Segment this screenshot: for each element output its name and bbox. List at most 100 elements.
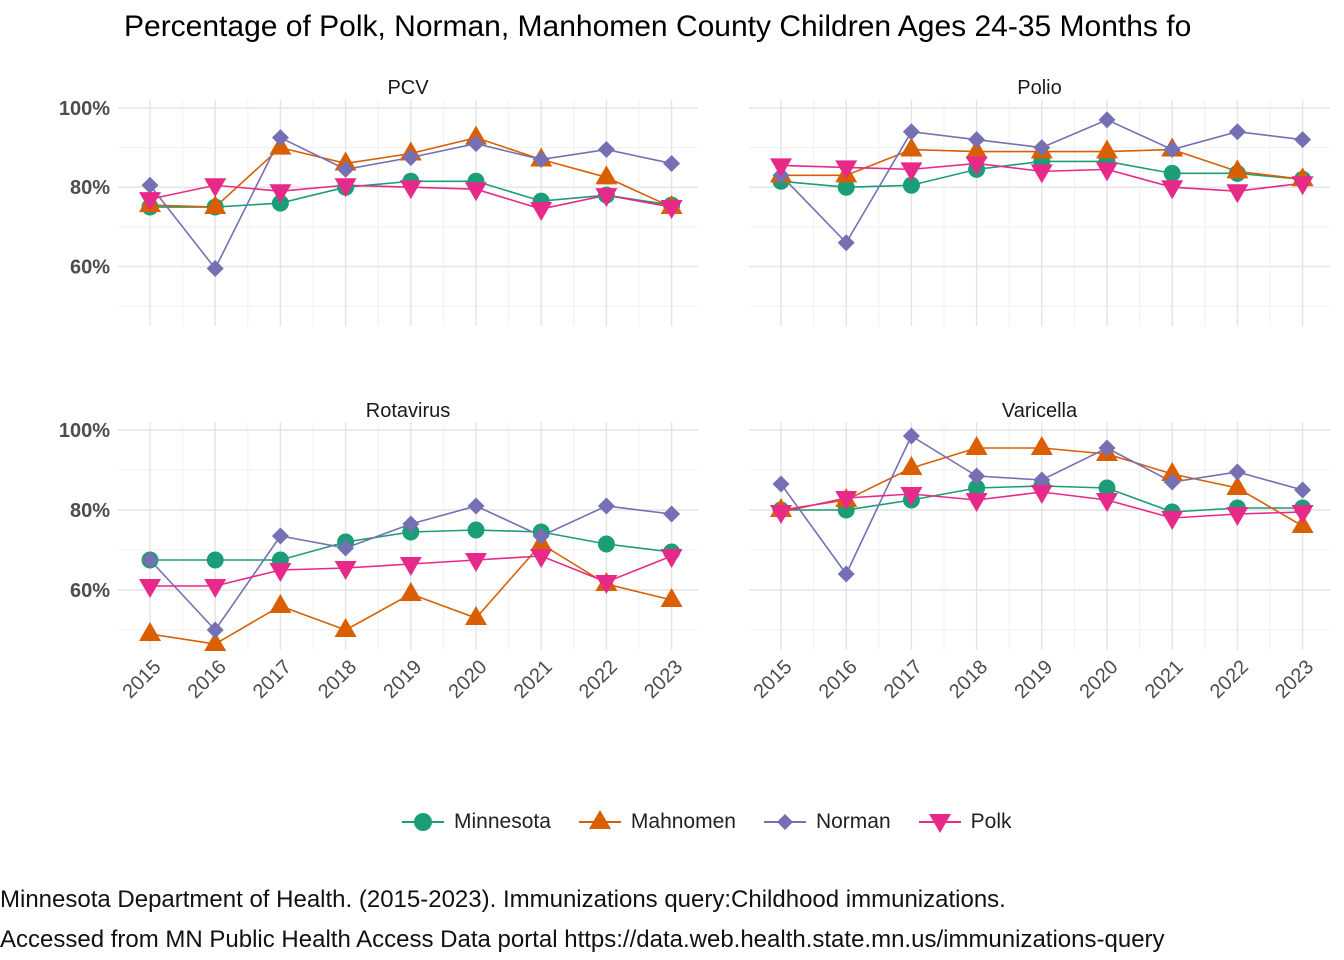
panel-pcv: PCV 60% 80% 100% [59,77,698,326]
data-point-norman [1294,131,1312,149]
data-point-mahnomen [1226,476,1249,495]
data-point-minnesota [597,535,615,553]
panel-polio: Polio [749,77,1330,326]
data-point-minnesota [1163,164,1181,182]
data-point-minnesota [206,551,224,569]
data-point-polk [1291,176,1314,196]
data-point-norman [1033,139,1051,157]
data-point-polk [269,563,292,582]
data-point-norman [1098,111,1116,129]
x-tick-label: 2021 [510,656,557,703]
data-point-norman [532,527,550,545]
data-point-mahnomen [1030,436,1053,455]
x-tick-label: 2022 [575,656,622,703]
x-tick-label: 2020 [1076,656,1123,703]
data-point-polk [965,156,988,176]
data-point-polk [1096,162,1118,182]
data-point-norman [663,505,681,523]
x-tick-label: 2019 [379,656,426,703]
data-point-polk [595,575,618,594]
data-point-minnesota [902,176,920,194]
legend-label-minnesota: Minnesota [454,810,551,833]
data-point-minnesota [1098,479,1116,497]
data-point-mahnomen [204,632,227,651]
facet-title-varicella: Varicella [1002,400,1078,422]
data-point-norman [968,131,986,149]
data-point-norman [1163,141,1181,159]
x-tick-label: 2023 [1271,656,1318,703]
legend: Minnesota Mahnomen Norman Polk [400,804,1038,840]
data-point-polk [334,178,357,198]
data-point-polk [1226,507,1249,526]
facet-title-pcv: PCV [387,77,429,99]
data-point-mahnomen [595,165,618,185]
y-tick-label: 100% [59,420,110,442]
data-point-mahnomen [334,618,357,637]
data-point-polk [465,553,487,572]
plot-area: PCV 60% 80% 100% Polio Rotavirus 60% 80% 100% 201… [59,77,1330,703]
data-point-polk [1291,505,1314,524]
facet-title-rotavirus: Rotavirus [366,400,450,422]
legend-label-mahnomen: Mahnomen [630,810,736,833]
data-point-polk [900,162,923,182]
data-point-polk [139,192,161,212]
data-point-polk [835,491,858,510]
data-point-polk [660,200,683,220]
y-tick-label: 60% [70,580,110,602]
x-tick-label: 2018 [314,656,361,703]
data-point-norman [597,497,615,515]
data-point-norman [206,621,224,639]
data-point-norman [902,123,920,141]
data-point-polk [835,160,858,180]
data-point-polk [1096,493,1118,512]
x-tick-label: 2017 [249,656,296,703]
data-point-polk [399,180,422,200]
data-point-mahnomen [204,195,227,215]
data-point-polk [204,579,227,598]
x-tick-label: 2016 [815,656,862,703]
data-point-norman [1163,473,1181,491]
data-point-polk [465,182,487,202]
data-point-mahnomen [660,588,683,607]
x-tick-label: 2023 [640,656,687,703]
data-point-norman [968,467,986,485]
legend-key-polk [918,814,961,833]
data-point-polk [1161,180,1184,200]
data-point-polk [770,505,792,524]
data-point-norman [772,475,790,493]
data-point-polk [399,557,422,576]
data-point-norman [467,497,485,515]
x-tick-label: 2015 [119,656,166,703]
legend-key-norman [763,814,806,830]
facet-title-polio: Polio [1017,77,1061,99]
data-point-polk [770,158,792,178]
y-tick-label: 80% [70,500,110,522]
data-point-minnesota [467,521,485,539]
legend-key-mahnomen [578,810,621,829]
legend-label-polk: Polk [970,810,1012,833]
data-point-norman [837,565,855,583]
data-point-norman [1098,439,1116,457]
data-point-norman [337,539,355,557]
data-point-polk [595,188,618,208]
panel-rotavirus: Rotavirus 60% 80% 100% 2015 2016 2017 2018 2019 2… [59,400,698,703]
data-point-mahnomen [900,137,923,157]
data-point-polk [530,202,553,222]
data-point-norman [271,527,289,545]
legend-key-minnesota [402,813,444,831]
data-point-polk [1030,485,1053,504]
x-tick-label: 2021 [1141,656,1188,703]
data-point-polk [204,178,227,198]
data-point-minnesota [837,178,855,196]
panel-varicella: Varicella 2015 2016 2017 2018 2019 2020 2021 202… [749,400,1330,703]
data-point-mahnomen [399,582,422,601]
data-point-polk [660,549,683,568]
y-tick-label: 60% [70,257,110,279]
legend-label-norman: Norman [815,810,891,833]
source-caption: Minnesota Department of Health. (2015-20… [0,880,1165,960]
data-point-polk [1226,184,1249,204]
legend-item-minnesota: Minnesota [400,807,551,837]
data-point-mahnomen [465,606,487,625]
data-point-polk [139,579,161,598]
data-point-polk [269,184,292,204]
